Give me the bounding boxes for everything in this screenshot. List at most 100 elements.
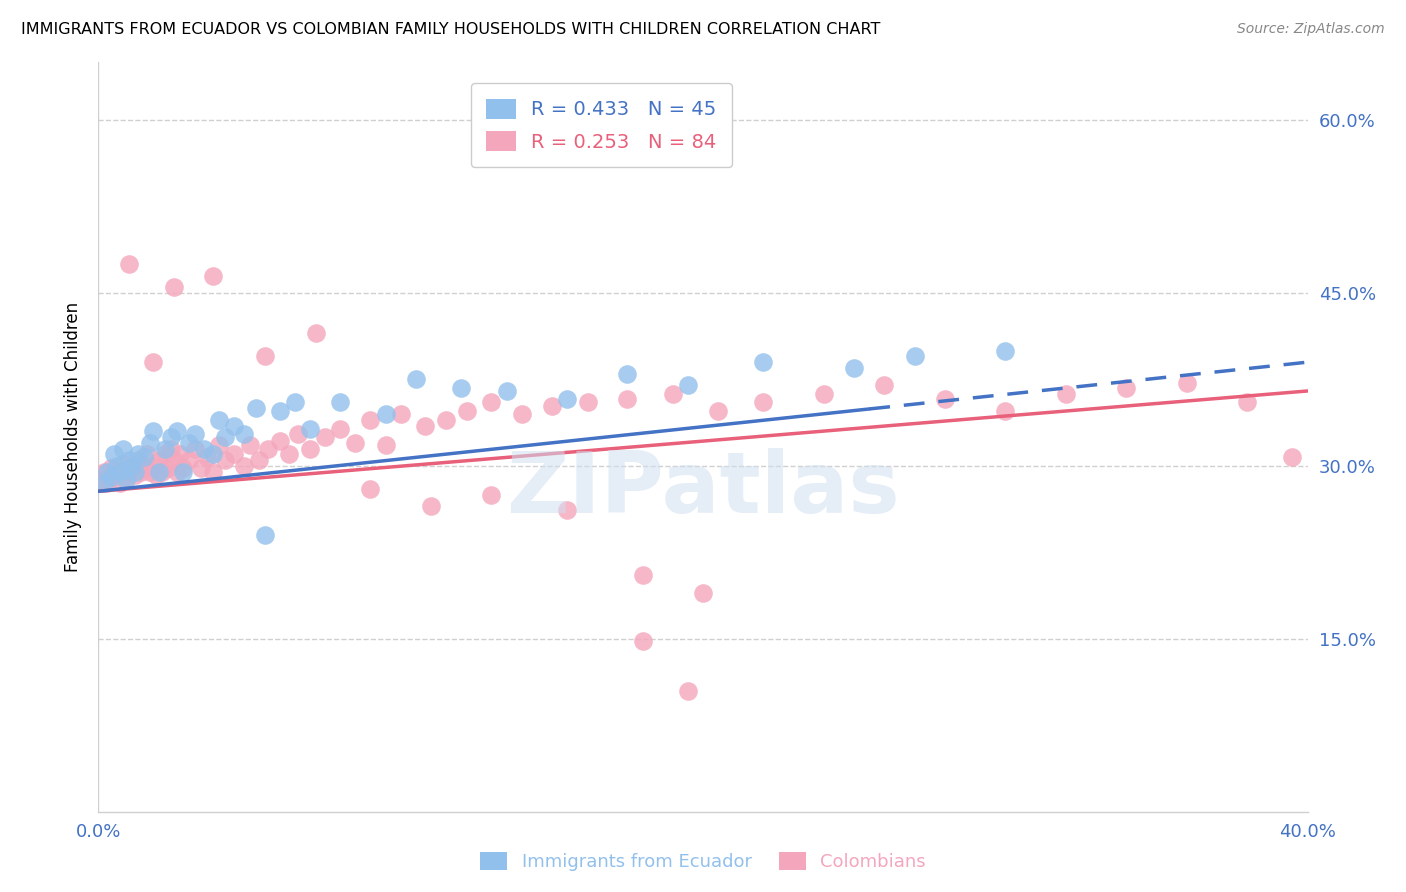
- Point: [153, 442, 176, 456]
- Point: [284, 395, 307, 409]
- Point: [994, 343, 1017, 358]
- Point: [224, 447, 246, 461]
- Point: [224, 418, 246, 433]
- Point: [752, 355, 775, 369]
- Point: [169, 447, 191, 461]
- Point: [329, 422, 352, 436]
- Point: [103, 447, 125, 461]
- Point: [1281, 450, 1303, 464]
- Point: [1236, 395, 1258, 409]
- Point: [344, 435, 367, 450]
- Point: [208, 413, 231, 427]
- Y-axis label: Family Households with Children: Family Households with Children: [63, 302, 82, 572]
- Text: IMMIGRANTS FROM ECUADOR VS COLOMBIAN FAMILY HOUSEHOLDS WITH CHILDREN CORRELATION: IMMIGRANTS FROM ECUADOR VS COLOMBIAN FAM…: [21, 22, 880, 37]
- Point: [208, 438, 231, 452]
- Point: [214, 453, 236, 467]
- Legend: R = 0.433   N = 45, R = 0.253   N = 84: R = 0.433 N = 45, R = 0.253 N = 84: [471, 83, 733, 167]
- Point: [202, 447, 225, 461]
- Point: [844, 360, 866, 375]
- Point: [127, 453, 149, 467]
- Point: [142, 355, 165, 369]
- Point: [676, 683, 699, 698]
- Point: [277, 447, 299, 461]
- Point: [135, 447, 157, 461]
- Point: [245, 401, 267, 416]
- Point: [299, 442, 322, 456]
- Point: [434, 413, 457, 427]
- Point: [111, 457, 134, 471]
- Point: [100, 461, 122, 475]
- Point: [105, 465, 128, 479]
- Point: [287, 426, 309, 441]
- Point: [510, 407, 533, 421]
- Point: [124, 468, 146, 483]
- Point: [202, 465, 225, 479]
- Point: [150, 465, 173, 479]
- Point: [127, 447, 149, 461]
- Point: [93, 465, 115, 479]
- Point: [540, 399, 562, 413]
- Point: [314, 430, 336, 444]
- Point: [253, 528, 276, 542]
- Point: [555, 392, 578, 406]
- Point: [114, 473, 136, 487]
- Point: [239, 438, 262, 452]
- Point: [232, 458, 254, 473]
- Point: [179, 453, 201, 467]
- Point: [114, 470, 136, 484]
- Point: [616, 392, 638, 406]
- Point: [118, 257, 141, 271]
- Point: [195, 450, 218, 464]
- Point: [179, 435, 201, 450]
- Point: [305, 326, 328, 341]
- Point: [676, 378, 699, 392]
- Point: [172, 461, 194, 475]
- Point: [172, 465, 194, 479]
- Point: [108, 476, 131, 491]
- Point: [93, 476, 115, 491]
- Point: [1115, 380, 1137, 394]
- Point: [904, 350, 927, 364]
- Point: [360, 413, 382, 427]
- Point: [145, 468, 167, 483]
- Point: [96, 465, 118, 479]
- Point: [456, 403, 478, 417]
- Point: [420, 500, 443, 514]
- Point: [253, 350, 276, 364]
- Text: Source: ZipAtlas.com: Source: ZipAtlas.com: [1237, 22, 1385, 37]
- Point: [202, 268, 225, 283]
- Point: [413, 418, 436, 433]
- Point: [1175, 376, 1198, 390]
- Point: [153, 447, 176, 461]
- Point: [142, 425, 165, 439]
- Point: [1054, 387, 1077, 401]
- Point: [96, 476, 118, 491]
- Point: [247, 453, 270, 467]
- Point: [166, 465, 188, 479]
- Legend: Immigrants from Ecuador, Colombians: Immigrants from Ecuador, Colombians: [472, 845, 934, 879]
- Point: [184, 442, 207, 456]
- Point: [124, 465, 146, 479]
- Point: [450, 380, 472, 394]
- Point: [160, 430, 183, 444]
- Point: [752, 395, 775, 409]
- Point: [994, 403, 1017, 417]
- Point: [142, 458, 165, 473]
- Point: [481, 488, 503, 502]
- Point: [139, 435, 162, 450]
- Point: [256, 442, 278, 456]
- Point: [121, 458, 143, 473]
- Point: [360, 482, 382, 496]
- Point: [156, 461, 179, 475]
- Point: [118, 465, 141, 479]
- Point: [269, 434, 291, 448]
- Point: [481, 395, 503, 409]
- Point: [389, 407, 412, 421]
- Point: [631, 568, 654, 582]
- Point: [121, 458, 143, 473]
- Point: [166, 425, 188, 439]
- Point: [190, 461, 212, 475]
- Point: [132, 461, 155, 475]
- Point: [100, 470, 122, 484]
- Point: [299, 422, 322, 436]
